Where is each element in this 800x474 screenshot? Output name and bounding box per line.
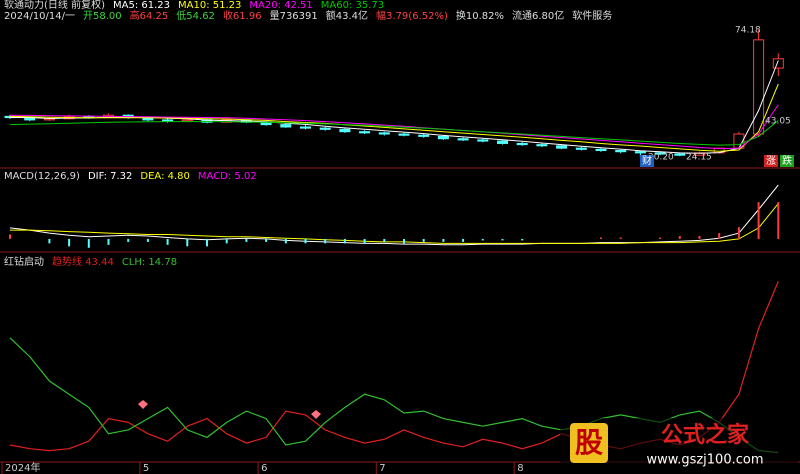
price-annotation: 20.20 (648, 153, 674, 163)
price-annotation: 74.18 (735, 26, 761, 36)
candle-body (162, 119, 174, 122)
marker-text: 涨 (766, 155, 776, 167)
x-tick-label: 7 (379, 463, 385, 474)
candle-body (753, 39, 765, 135)
diamond-icon (311, 410, 321, 419)
ma-line (10, 60, 779, 154)
price-annotation: 43.05 (765, 117, 791, 127)
marker-text: 财 (642, 154, 652, 167)
candle-body (339, 128, 351, 133)
macd-line (9, 184, 779, 246)
candle-body (418, 134, 430, 137)
x-tick-label: 6 (261, 463, 267, 474)
candle-body (654, 152, 666, 155)
x-tick-label: 2024年 (5, 461, 40, 474)
candle-body (536, 144, 548, 147)
candle-body (437, 135, 449, 140)
marker-box (764, 155, 778, 167)
legend-text: CLH: 14.78 (122, 257, 177, 268)
watermark-logo (570, 423, 608, 463)
legend-text: 红钻启动 (4, 255, 44, 268)
watermark-icon: 股 (575, 426, 603, 459)
legend-text: MACD: 5.02 (198, 171, 257, 182)
candle-body (457, 138, 469, 141)
candle-body (615, 150, 627, 153)
legend-text: MA20: 42.51 (249, 0, 312, 11)
legend-text: MACD(12,26,9) (4, 171, 80, 182)
candle-body (674, 153, 686, 156)
candle-body (556, 145, 568, 149)
ma-line (9, 120, 779, 146)
candle-body (595, 148, 607, 152)
legend-text: DIF: 7.32 (88, 171, 132, 182)
candle-body (359, 131, 371, 134)
marker-text: 跌 (782, 154, 792, 167)
legend-text: 幅3.79(6.52%) (376, 9, 448, 22)
diamond-icon (138, 400, 148, 409)
candle-body (398, 133, 410, 136)
legend-text: MA5: 61.23 (113, 0, 170, 11)
candle-body (181, 119, 193, 122)
watermark-name: 公式之家 (661, 422, 750, 448)
legend-text: 换10.82% (456, 9, 504, 22)
legend-text: 开58.00 (83, 11, 122, 22)
ma-line (9, 104, 779, 150)
price-annotation: 24.15 (686, 153, 712, 163)
candle-body (497, 140, 508, 144)
macd-line (10, 203, 779, 244)
candle-body (516, 142, 528, 146)
legend-text: 低54.62 (176, 9, 215, 22)
candle-body (280, 124, 292, 128)
candle-body (319, 127, 331, 130)
ma-line (9, 83, 779, 152)
legend-text: 量736391 (270, 10, 318, 22)
x-tick-label: 8 (517, 463, 523, 474)
marker-box (640, 155, 654, 167)
watermark-url: www.gszj100.com (646, 453, 763, 468)
legend-text: 收61.96 (223, 9, 262, 22)
legend-text: 软通动力(日线 前复权) (4, 0, 105, 11)
legend-text: 2024/10/14/一 (4, 11, 75, 22)
candle-body (634, 151, 646, 154)
legend-text: 高64.25 (130, 9, 169, 22)
legend-text: 软件服务 (572, 9, 612, 22)
candle-body (772, 58, 784, 69)
candle-body (300, 126, 311, 129)
legend-text: 流通6.80亿 (512, 9, 564, 22)
legend-text: 趋势线 43.44 (52, 255, 114, 268)
x-tick-label: 5 (143, 463, 149, 474)
legend-text: DEA: 4.80 (140, 171, 190, 182)
candle-body (378, 132, 390, 135)
legend-text: MA60: 35.73 (321, 0, 384, 11)
legend-text: MA10: 51.23 (178, 0, 241, 11)
candle-body (477, 139, 489, 142)
legend-text: 额43.4亿 (326, 9, 368, 22)
marker-box (780, 155, 794, 167)
candle-body (575, 147, 587, 150)
